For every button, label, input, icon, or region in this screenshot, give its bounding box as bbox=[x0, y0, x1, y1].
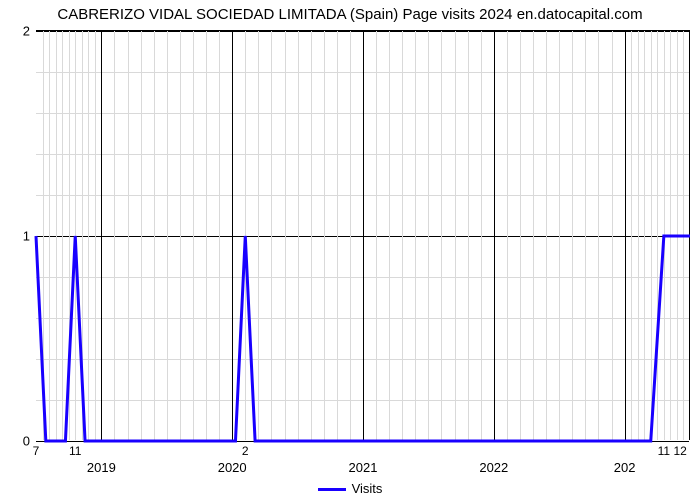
y-tick-label: 1 bbox=[23, 229, 36, 244]
x-tick-label-year: 202 bbox=[614, 440, 636, 475]
legend-swatch bbox=[318, 488, 346, 491]
x-tick-label-secondary: 11 bbox=[69, 440, 81, 458]
x-tick-label-secondary: 7 bbox=[33, 440, 40, 458]
x-tick-label-secondary: 11 bbox=[658, 440, 670, 458]
x-tick-label-secondary: 2 bbox=[242, 440, 249, 458]
x-tick-label-year: 2021 bbox=[349, 440, 378, 475]
y-tick-label: 2 bbox=[23, 24, 36, 39]
legend-label: Visits bbox=[352, 481, 383, 496]
x-tick-label-secondary: 12 bbox=[674, 440, 687, 458]
x-tick-label-year: 2019 bbox=[87, 440, 116, 475]
series-line bbox=[36, 31, 690, 441]
x-tick-label-year: 2022 bbox=[479, 440, 508, 475]
plot-area: 012201920202021202220271121112 bbox=[36, 30, 690, 440]
chart-title: CABRERIZO VIDAL SOCIEDAD LIMITADA (Spain… bbox=[0, 6, 700, 23]
chart-container: CABRERIZO VIDAL SOCIEDAD LIMITADA (Spain… bbox=[0, 0, 700, 500]
chart-legend: Visits bbox=[0, 481, 700, 496]
